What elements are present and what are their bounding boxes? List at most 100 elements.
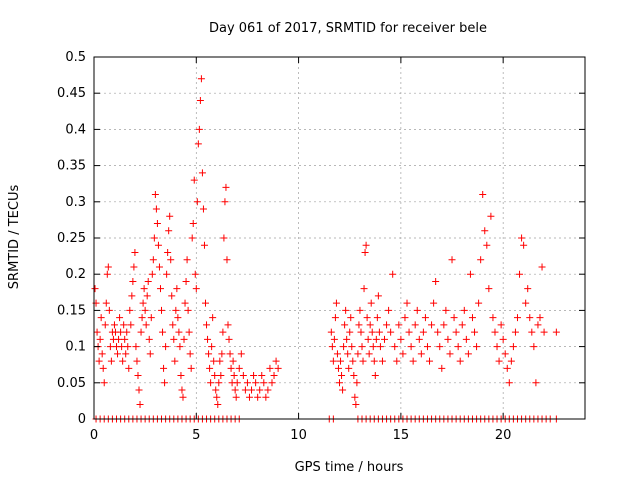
data-point bbox=[328, 343, 336, 351]
data-point bbox=[174, 314, 182, 322]
data-point bbox=[102, 299, 110, 307]
data-point bbox=[532, 379, 540, 387]
data-point bbox=[233, 379, 241, 387]
data-point bbox=[241, 386, 249, 394]
data-point bbox=[509, 343, 517, 351]
data-point bbox=[106, 343, 114, 351]
data-point bbox=[172, 306, 180, 314]
data-point bbox=[126, 306, 134, 314]
data-point bbox=[149, 256, 157, 264]
data-point bbox=[434, 328, 442, 336]
data-point bbox=[132, 343, 140, 351]
data-point bbox=[204, 335, 212, 343]
data-point bbox=[150, 234, 158, 242]
data-point bbox=[186, 350, 194, 358]
data-point bbox=[208, 343, 216, 351]
data-point bbox=[516, 270, 524, 278]
data-point bbox=[520, 241, 528, 249]
data-point bbox=[162, 343, 170, 351]
data-point bbox=[125, 364, 133, 372]
data-point bbox=[430, 299, 438, 307]
data-point bbox=[136, 401, 144, 409]
data-point bbox=[146, 350, 154, 358]
data-point bbox=[499, 335, 507, 343]
data-point bbox=[359, 357, 367, 365]
data-point bbox=[152, 205, 160, 213]
data-point bbox=[397, 335, 405, 343]
data-point bbox=[462, 335, 470, 343]
data-point bbox=[446, 350, 454, 358]
axis-ticks: 0 0.05 0.1 0.15 0.2 0.25 0.3 0.35 0.4 0.45 0.5 0 5 10… bbox=[57, 50, 585, 443]
data-point bbox=[128, 292, 136, 300]
data-point bbox=[421, 314, 429, 322]
data-point bbox=[250, 372, 258, 380]
data-point bbox=[387, 328, 395, 336]
y-tick-label: 0.2 bbox=[65, 267, 86, 282]
data-point bbox=[419, 328, 427, 336]
data-point bbox=[209, 314, 217, 322]
data-point bbox=[471, 328, 479, 336]
data-point bbox=[415, 335, 423, 343]
data-point bbox=[177, 372, 185, 380]
data-point bbox=[222, 183, 230, 191]
data-point bbox=[333, 350, 341, 358]
data-point bbox=[163, 270, 171, 278]
data-point bbox=[363, 314, 371, 322]
data-point bbox=[119, 357, 127, 365]
data-point bbox=[142, 321, 150, 329]
data-point bbox=[203, 321, 211, 329]
data-point bbox=[168, 292, 176, 300]
data-point bbox=[329, 357, 337, 365]
data-point bbox=[495, 357, 503, 365]
data-point bbox=[274, 364, 282, 372]
data-point bbox=[357, 328, 365, 336]
y-tick-label: 0.45 bbox=[57, 86, 86, 101]
data-point bbox=[156, 285, 164, 293]
data-point bbox=[164, 248, 172, 256]
data-point bbox=[180, 335, 188, 343]
data-point bbox=[468, 314, 476, 322]
data-point bbox=[153, 220, 161, 228]
data-point bbox=[364, 335, 372, 343]
data-point bbox=[483, 241, 491, 249]
data-point bbox=[160, 364, 168, 372]
data-point bbox=[330, 335, 338, 343]
data-point bbox=[473, 343, 481, 351]
data-point bbox=[122, 350, 130, 358]
data-point bbox=[124, 343, 132, 351]
data-point bbox=[120, 321, 128, 329]
data-point bbox=[167, 256, 175, 264]
data-point bbox=[375, 328, 383, 336]
data-point bbox=[248, 386, 256, 394]
data-point bbox=[189, 220, 197, 228]
data-point bbox=[450, 314, 458, 322]
data-point bbox=[413, 306, 421, 314]
data-point bbox=[409, 357, 417, 365]
data-point bbox=[344, 350, 352, 358]
data-point bbox=[214, 401, 222, 409]
data-point bbox=[391, 343, 399, 351]
data-point bbox=[411, 321, 419, 329]
data-point bbox=[235, 364, 243, 372]
data-point bbox=[487, 212, 495, 220]
data-point bbox=[191, 270, 199, 278]
data-point bbox=[266, 364, 274, 372]
data-point bbox=[393, 357, 401, 365]
data-point bbox=[405, 328, 413, 336]
data-point bbox=[178, 386, 186, 394]
data-point bbox=[383, 321, 391, 329]
data-point bbox=[341, 321, 349, 329]
data-point bbox=[256, 386, 264, 394]
data-point bbox=[464, 350, 472, 358]
data-point bbox=[185, 328, 193, 336]
data-point bbox=[436, 343, 444, 351]
data-point bbox=[138, 314, 146, 322]
data-point bbox=[139, 299, 147, 307]
data-point bbox=[351, 393, 359, 401]
data-point bbox=[97, 314, 105, 322]
data-point bbox=[331, 314, 339, 322]
data-point bbox=[347, 314, 355, 322]
data-point bbox=[114, 350, 122, 358]
data-point bbox=[145, 335, 153, 343]
data-point bbox=[354, 350, 362, 358]
